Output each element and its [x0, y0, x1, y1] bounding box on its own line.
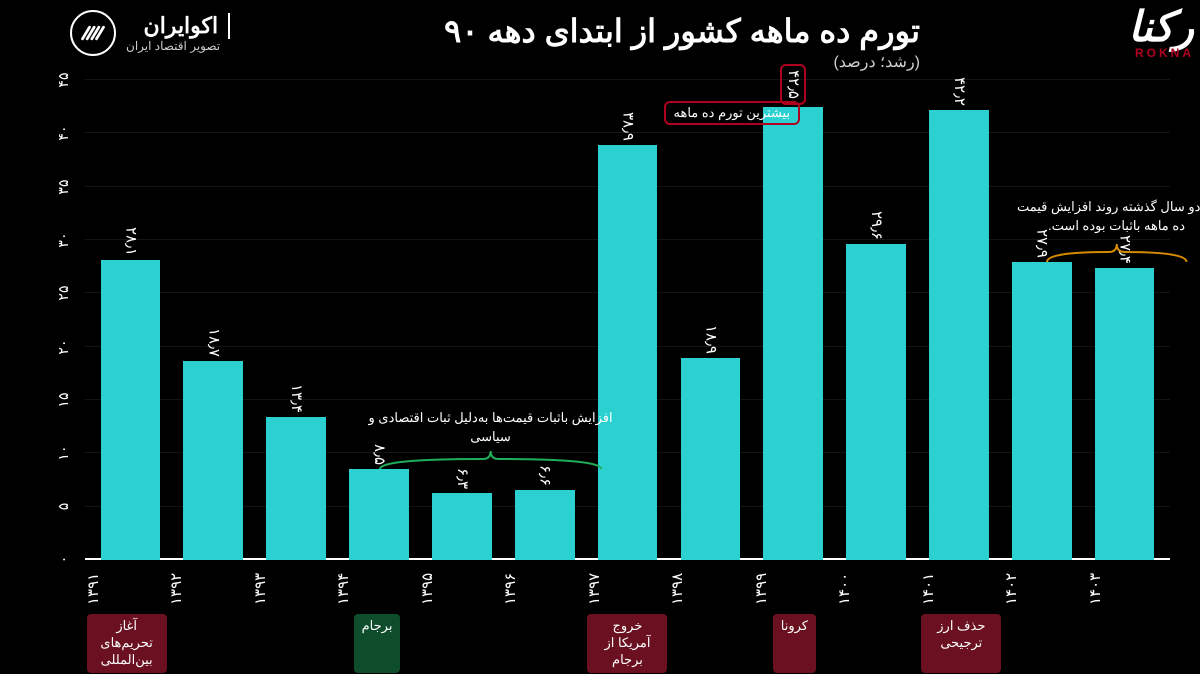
bar: ۳۸٫۹ [598, 145, 658, 560]
bar: ۸٫۵ [349, 469, 409, 560]
x-tick-label: ۱۴۰۳ [1087, 568, 1170, 610]
annotation-recent-trend: در دو سال گذشته روند افزایش قیمت ده ماهه… [1015, 198, 1200, 234]
bar: ۶٫۳ [432, 493, 492, 560]
event-tag: برجام [354, 614, 401, 673]
x-tick-label: ۱۳۹۲ [168, 568, 251, 610]
chart: ۲۸٫۱ ۱۸٫۷ ۱۳٫۴ ۸٫۵ ۶٫۳ ۶٫۶ ۳۸٫۹ ۱۸٫۹ ۴۲٫۵ ۲۹٫۶ ۴۲٫… [55, 80, 1170, 654]
bar: ۱۸٫۹ [681, 358, 741, 560]
bar-column: ۳۸٫۹ [586, 80, 669, 560]
bar: ۲۹٫۶ [846, 244, 906, 560]
y-tick-label: ۴۵ [55, 72, 79, 87]
x-tick-label: ۱۳۹۷ [586, 568, 669, 610]
x-tick-label: ۱۳۹۹ [753, 568, 836, 610]
bar-column: ۲۷٫۴ [1083, 80, 1166, 560]
x-tick-label: ۱۳۹۶ [502, 568, 585, 610]
bar-column: ۸٫۵ [338, 80, 421, 560]
bar-value-label: ۱۸٫۹ [700, 323, 720, 356]
event-cell [419, 614, 502, 673]
y-tick-label: ۲۰ [55, 339, 79, 354]
y-tick-label: ۲۵ [55, 286, 79, 301]
x-axis-labels: ۱۳۹۱۱۳۹۲۱۳۹۳۱۳۹۴۱۳۹۵۱۳۹۶۱۳۹۷۱۳۹۸۱۳۹۹۱۴۰۰… [85, 564, 1170, 610]
event-cell [502, 614, 585, 673]
event-cell: برجام [335, 614, 418, 673]
x-tick-label: ۱۳۹۱ [85, 568, 168, 610]
bar-column: ۱۸٫۷ [172, 80, 255, 560]
event-cell [252, 614, 335, 673]
x-tick-label: ۱۳۹۳ [252, 568, 335, 610]
bar-column: ۴۲٫۲ [917, 80, 1000, 560]
bar-value-label: ۲۸٫۱ [120, 225, 140, 258]
event-tag: خروج آمریکا از برجام [587, 614, 667, 673]
bar-column: ۶٫۳ [420, 80, 503, 560]
chart-subtitle: (رشد؛ درصد) [444, 52, 920, 72]
brace-recent-icon [1045, 242, 1189, 264]
y-tick-label: ۱۰ [55, 446, 79, 461]
event-tag: حذف ارز ترجیحی [921, 614, 1001, 673]
y-tick-label: ۳۵ [55, 179, 79, 194]
event-cell: حذف ارز ترجیحی [920, 614, 1003, 673]
y-tick-label: ۳۰ [55, 232, 79, 247]
event-tag: آغاز تحریم‌های بین‌المللی [87, 614, 167, 673]
bar: ۶٫۶ [515, 490, 575, 560]
bar-value-label: ۱۸٫۷ [203, 326, 223, 359]
x-tick-label: ۱۳۹۵ [419, 568, 502, 610]
x-tick-label: ۱۳۹۴ [335, 568, 418, 610]
watermark-en: ROKNA [1128, 46, 1194, 60]
bar-value-label: ۴۲٫۲ [949, 75, 969, 108]
plot-area: ۲۸٫۱ ۱۸٫۷ ۱۳٫۴ ۸٫۵ ۶٫۳ ۶٫۶ ۳۸٫۹ ۱۸٫۹ ۴۲٫۵ ۲۹٫۶ ۴۲٫… [85, 80, 1170, 560]
bar: ۲۸٫۱ [101, 260, 161, 560]
event-cell [1003, 614, 1086, 673]
bar-column: ۲۹٫۶ [835, 80, 918, 560]
bar-column: ۱۳٫۴ [255, 80, 338, 560]
bar-value-label: ۳۸٫۹ [618, 110, 638, 143]
event-tags-row: آغاز تحریم‌های بین‌المللی برجام خروج آمریک… [85, 614, 1170, 673]
bar-column: ۲۷٫۹ [1000, 80, 1083, 560]
bar: ۲۷٫۹ [1012, 262, 1072, 560]
y-tick-label: ۰ [55, 556, 79, 564]
event-cell [1087, 614, 1170, 673]
bar-value-label: ۴۲٫۵ [780, 64, 806, 105]
brace-stability-icon [378, 449, 603, 471]
x-tick-label: ۱۳۹۸ [669, 568, 752, 610]
bar-column: ۴۲٫۵ [752, 80, 835, 560]
bar-column: ۶٫۶ [503, 80, 586, 560]
y-tick-label: ۵ [55, 503, 79, 511]
event-tag: کرونا [773, 614, 816, 673]
bar-column: ۲۸٫۱ [89, 80, 172, 560]
x-tick-label: ۱۴۰۰ [836, 568, 919, 610]
event-cell [836, 614, 919, 673]
event-cell [669, 614, 752, 673]
bar: ۲۷٫۴ [1095, 268, 1155, 560]
bar-value-label: ۱۳٫۴ [286, 382, 306, 415]
x-tick-label: ۱۴۰۱ [920, 568, 1003, 610]
event-cell: کرونا [753, 614, 836, 673]
y-tick-label: ۱۵ [55, 392, 79, 407]
annotation-stability: افزایش باثبات قیمت‌ها به‌دلیل ثبات اقتصا… [358, 409, 623, 445]
bar: ۴۲٫۲ [929, 110, 989, 560]
bar: ۱۸٫۷ [183, 361, 243, 560]
x-tick-label: ۱۴۰۲ [1003, 568, 1086, 610]
bar-column: ۱۸٫۹ [669, 80, 752, 560]
callout-max-inflation: بیشترین تورم ده ماهه [664, 101, 801, 125]
event-cell: آغاز تحریم‌های بین‌المللی [85, 614, 168, 673]
bar: ۱۳٫۴ [266, 417, 326, 560]
header: تورم ده ماهه کشور از ابتدای دهه ۹۰ (رشد؛… [30, 8, 920, 72]
chart-title: تورم ده ماهه کشور از ابتدای دهه ۹۰ [444, 12, 920, 50]
site-watermark: رکنا‎ ROKNA [1128, 8, 1194, 60]
watermark-fa: رکنا [1128, 3, 1194, 50]
bar: ۴۲٫۵ [763, 107, 823, 560]
bars-container: ۲۸٫۱ ۱۸٫۷ ۱۳٫۴ ۸٫۵ ۶٫۳ ۶٫۶ ۳۸٫۹ ۱۸٫۹ ۴۲٫۵ ۲۹٫۶ ۴۲٫… [85, 80, 1170, 560]
y-tick-label: ۴۰ [55, 126, 79, 141]
event-cell [168, 614, 251, 673]
bar-value-label: ۲۹٫۶ [866, 209, 886, 242]
event-cell: خروج آمریکا از برجام [586, 614, 669, 673]
